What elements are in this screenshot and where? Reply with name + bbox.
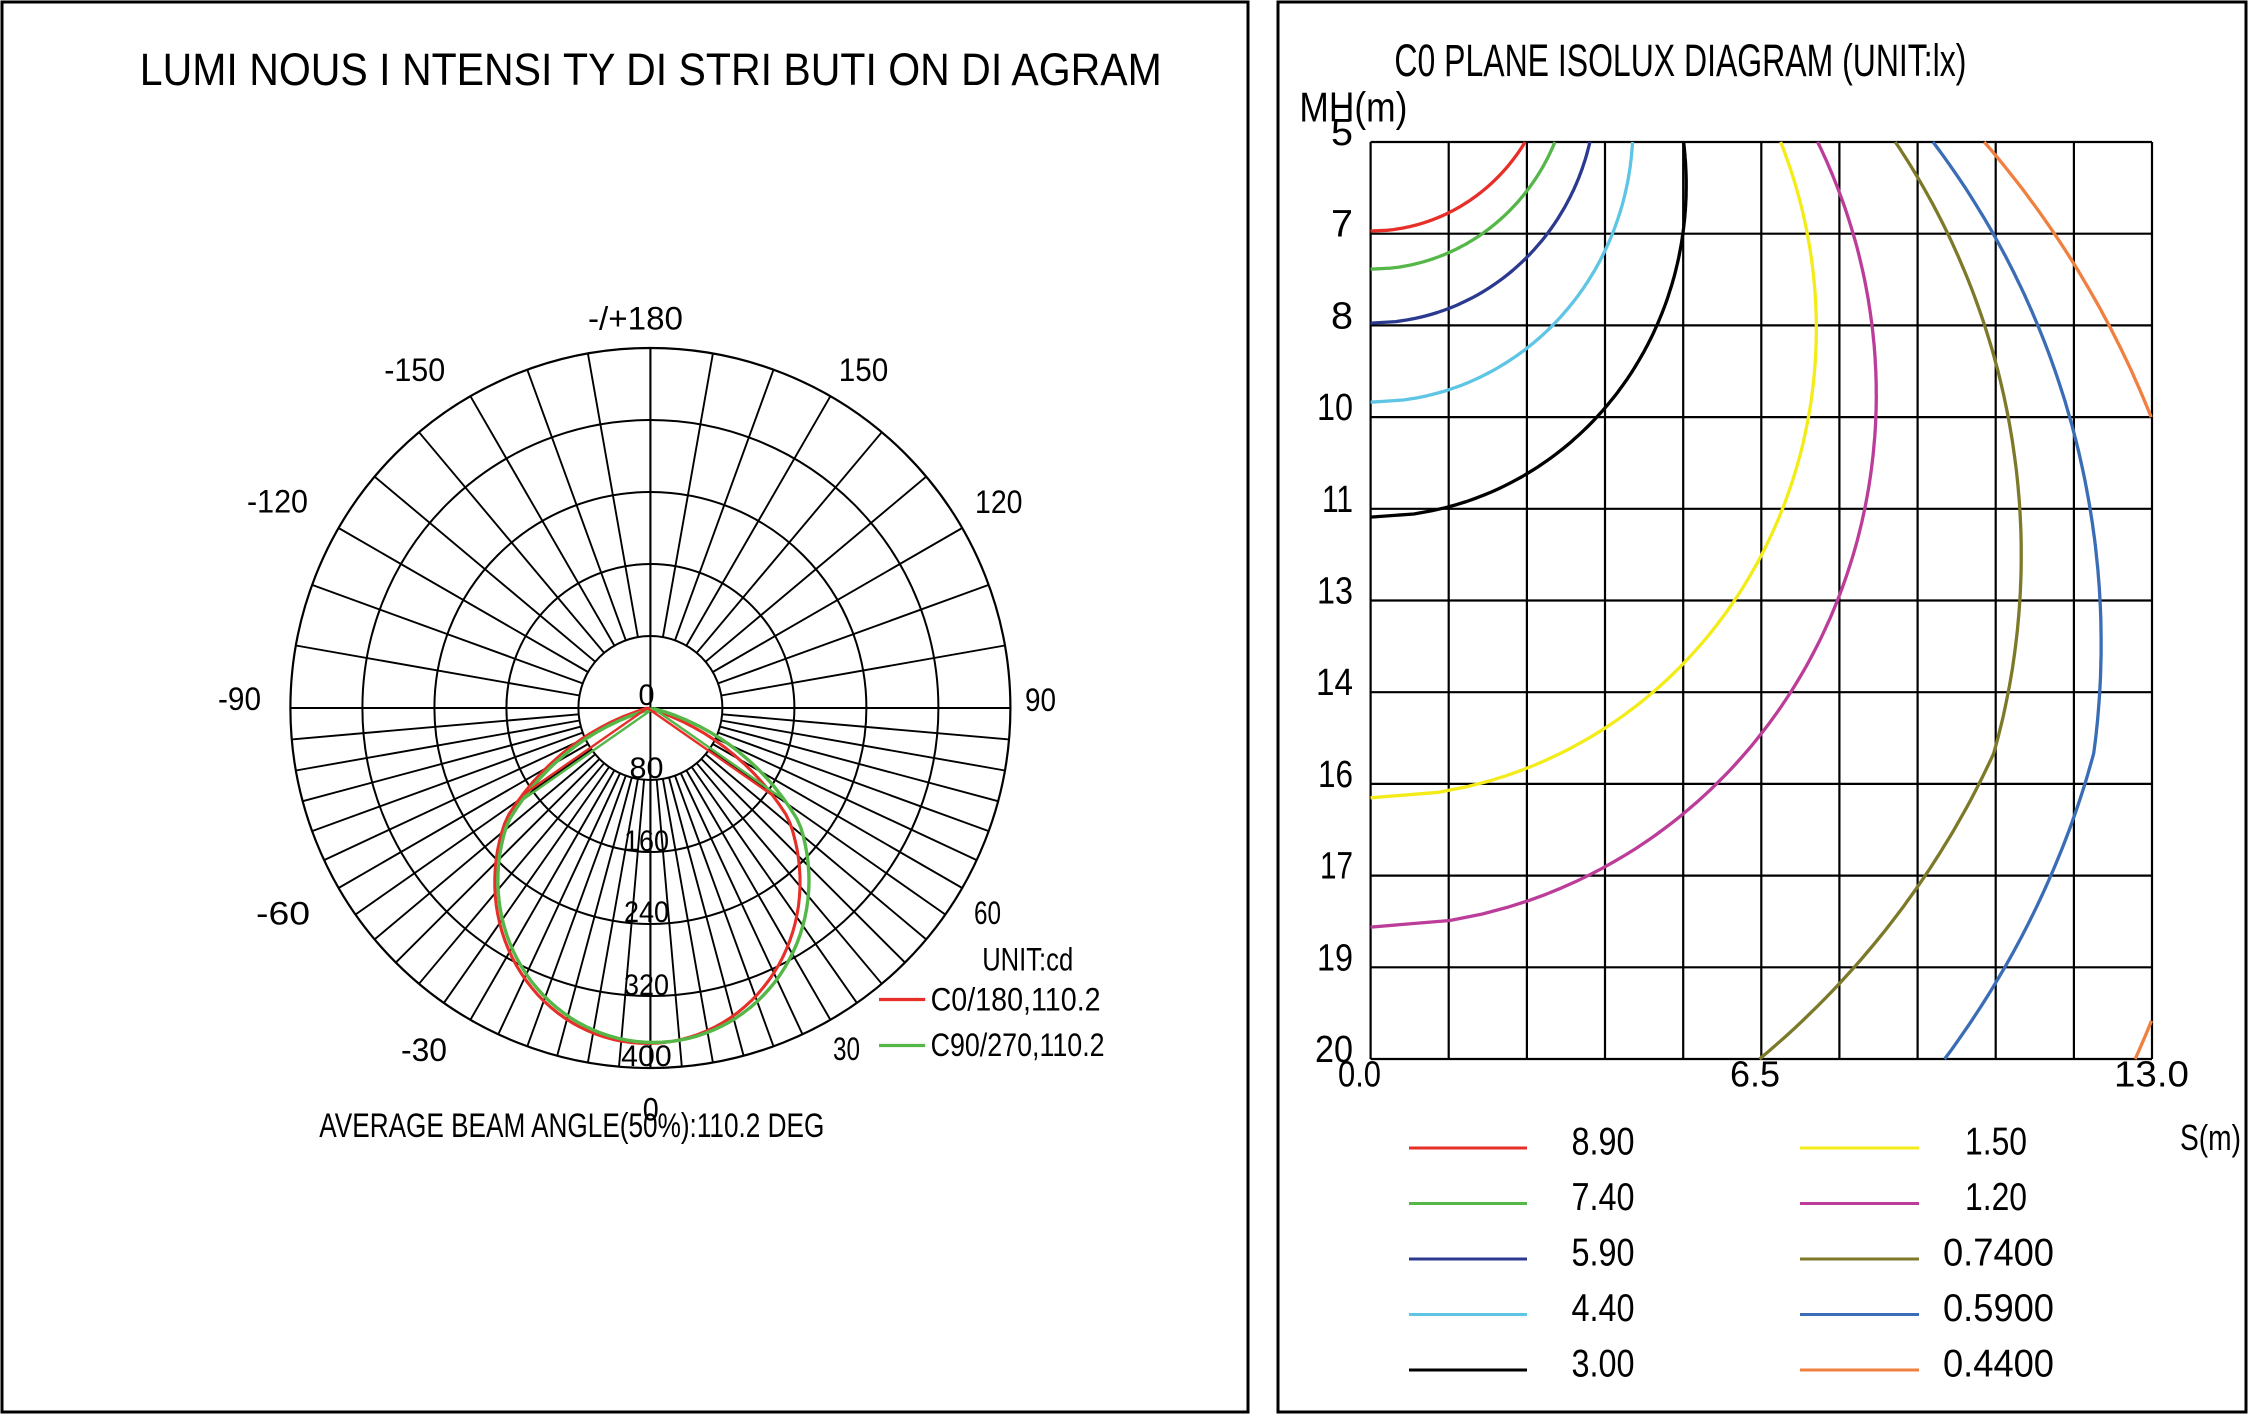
svg-text:11: 11	[1322, 479, 1353, 521]
svg-text:7.40: 7.40	[1572, 1176, 1635, 1219]
svg-text:0: 0	[639, 679, 655, 712]
svg-text:0.7400: 0.7400	[1943, 1231, 2054, 1274]
svg-text:0.5900: 0.5900	[1943, 1287, 2054, 1330]
svg-text:320: 320	[624, 969, 669, 1002]
svg-text:C0 PLANE ISOLUX DIAGRAM (UNIT:: C0 PLANE ISOLUX DIAGRAM (UNIT:lx)	[1394, 35, 1966, 86]
svg-text:0: 0	[643, 1092, 659, 1128]
svg-text:17: 17	[1320, 846, 1353, 888]
svg-text:10: 10	[1317, 387, 1353, 429]
svg-text:0.0: 0.0	[1338, 1054, 1381, 1095]
svg-text:14: 14	[1316, 662, 1353, 704]
svg-text:5.90: 5.90	[1572, 1231, 1635, 1274]
svg-text:0.4400: 0.4400	[1943, 1342, 2054, 1385]
svg-text:160: 160	[624, 825, 669, 858]
svg-text:-150: -150	[384, 352, 445, 388]
svg-text:13.0: 13.0	[2114, 1054, 2189, 1095]
svg-text:1.20: 1.20	[1965, 1176, 2027, 1219]
svg-text:20: 20	[1315, 1029, 1353, 1071]
svg-text:13: 13	[1317, 571, 1353, 613]
svg-text:4.40: 4.40	[1572, 1287, 1635, 1330]
svg-text:S(m): S(m)	[2180, 1117, 2241, 1158]
svg-text:90: 90	[1025, 682, 1056, 718]
svg-text:8: 8	[1331, 295, 1353, 337]
svg-text:-/+180: -/+180	[588, 301, 683, 337]
svg-text:80: 80	[630, 752, 664, 785]
svg-text:C90/270,110.2: C90/270,110.2	[931, 1027, 1105, 1063]
svg-text:16: 16	[1318, 754, 1353, 796]
svg-text:-30: -30	[401, 1032, 447, 1068]
svg-text:UNIT:cd: UNIT:cd	[982, 942, 1073, 978]
svg-text:1.50: 1.50	[1965, 1120, 2027, 1163]
svg-text:7: 7	[1331, 204, 1353, 246]
svg-text:C0/180,110.2: C0/180,110.2	[931, 982, 1101, 1018]
svg-text:-90: -90	[218, 681, 261, 717]
svg-text:5: 5	[1331, 112, 1353, 154]
svg-text:AVERAGE BEAM ANGLE(50%):110.2: AVERAGE BEAM ANGLE(50%):110.2 DEG	[319, 1107, 824, 1145]
svg-text:6.5: 6.5	[1730, 1054, 1780, 1095]
svg-text:MH(m): MH(m)	[1299, 83, 1407, 130]
svg-text:30: 30	[833, 1031, 860, 1067]
svg-text:LUMI NOUS I NTENSI TY DI STR: LUMI NOUS I NTENSI TY DI STRI BUTI ON DI…	[140, 44, 1162, 95]
svg-text:60: 60	[974, 895, 1001, 931]
svg-text:240: 240	[624, 896, 669, 929]
svg-text:400: 400	[621, 1040, 672, 1073]
svg-text:-60: -60	[256, 896, 310, 932]
svg-text:3.00: 3.00	[1572, 1342, 1635, 1385]
svg-text:120: 120	[975, 484, 1023, 520]
svg-text:150: 150	[839, 352, 889, 388]
svg-text:19: 19	[1317, 937, 1353, 979]
svg-text:8.90: 8.90	[1572, 1120, 1635, 1163]
svg-text:-120: -120	[247, 484, 308, 520]
